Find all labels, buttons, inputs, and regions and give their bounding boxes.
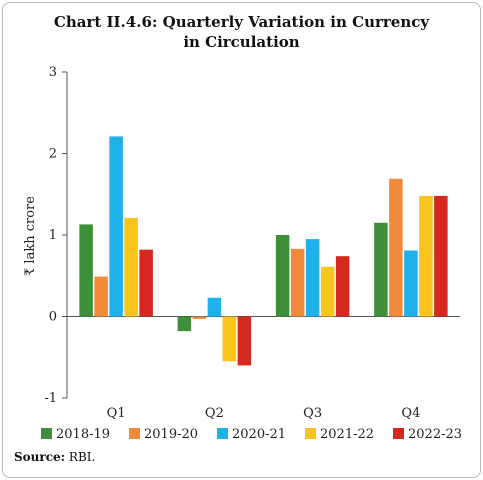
bar-2019-20-Q3 — [290, 248, 305, 317]
bar-2021-22-Q3 — [320, 266, 335, 317]
y-tick-label: -1 — [44, 391, 57, 406]
legend-label-2018-19: 2018-19 — [56, 427, 110, 442]
x-tick-label: Q3 — [303, 406, 322, 421]
legend-label-2021-22: 2021-22 — [320, 427, 374, 442]
bar-2019-20-Q4 — [389, 178, 403, 317]
bar-2021-22-Q2 — [222, 316, 237, 362]
legend-label-2022-23: 2022-23 — [408, 427, 462, 442]
legend-swatch-2020-21 — [217, 428, 228, 439]
y-tick-label: 0 — [49, 310, 57, 325]
bar-2022-23-Q4 — [434, 195, 448, 317]
bar-2020-21-Q4 — [404, 250, 418, 317]
bar-2020-21-Q1 — [109, 136, 123, 317]
legend-swatch-2018-19 — [41, 428, 52, 439]
bar-2021-22-Q4 — [419, 195, 433, 317]
bar-chart: -1 0 1 2 3 Q1 Q2 Q3 Q4 ₹ lakh crore 2018-19 2019-… — [23, 65, 462, 442]
tick-labels: -1 0 1 2 3 Q1 Q2 Q3 Q4 — [44, 65, 420, 421]
chart-title-line1: Chart II.4.6: Quarterly Variation in Cur… — [53, 13, 430, 31]
legend-swatch-2021-22 — [305, 428, 316, 439]
bar-2020-21-Q3 — [305, 239, 320, 317]
source-label: Source: — [14, 450, 66, 464]
x-tick-label: Q2 — [205, 406, 224, 421]
legend-swatch-2019-20 — [129, 428, 140, 439]
bar-2018-19-Q3 — [275, 235, 290, 317]
bar-2022-23-Q1 — [139, 249, 153, 317]
legend-swatch-2022-23 — [393, 428, 404, 439]
bar-2018-19-Q2 — [177, 316, 192, 332]
y-tick-label: 1 — [49, 228, 57, 243]
bar-2018-19-Q4 — [374, 222, 388, 317]
bar-2021-22-Q1 — [124, 217, 138, 317]
bar-2020-21-Q2 — [207, 297, 222, 317]
legend: 2018-19 2019-20 2020-21 2021-22 2022-23 — [41, 427, 462, 442]
x-tick-label: Q1 — [107, 406, 126, 421]
legend-label-2019-20: 2019-20 — [144, 427, 198, 442]
x-tick-label: Q4 — [401, 406, 420, 421]
y-tick-label: 2 — [49, 147, 57, 162]
chart-title: Chart II.4.6: Quarterly Variation in Cur… — [0, 12, 483, 52]
source-note: Source: RBI. — [14, 450, 95, 464]
chart-title-line2: in Circulation — [183, 33, 300, 51]
y-axis-label: ₹ lakh crore — [23, 196, 38, 276]
y-tick-label: 3 — [49, 65, 57, 80]
bar-2019-20-Q2 — [192, 316, 207, 319]
bar-2019-20-Q1 — [94, 276, 108, 317]
legend-label-2020-21: 2020-21 — [232, 427, 286, 442]
source-value: RBI. — [68, 450, 96, 464]
bar-2018-19-Q1 — [79, 224, 93, 317]
bar-2022-23-Q3 — [335, 256, 350, 317]
bars — [79, 136, 448, 366]
bar-2022-23-Q2 — [237, 316, 252, 366]
